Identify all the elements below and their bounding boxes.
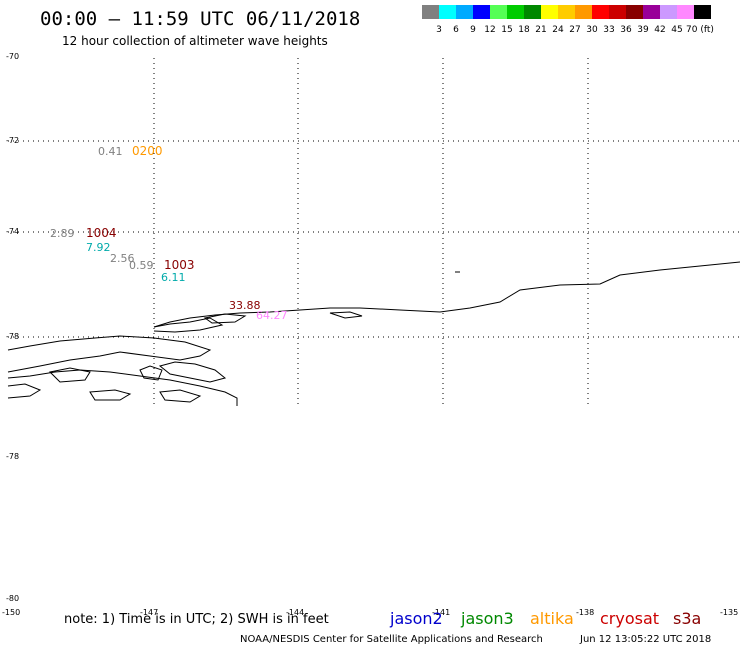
- colorbar-label: 30: [586, 25, 598, 35]
- graticule: [8, 58, 740, 406]
- colorbar-cell: [609, 5, 626, 19]
- legend-jason2: jason2: [390, 609, 443, 628]
- coast-segment: [153, 317, 224, 333]
- coast-segment: [48, 367, 91, 383]
- colorbar-cell: [558, 5, 575, 19]
- lat-label: -80: [6, 594, 20, 603]
- lat-label: -78: [6, 452, 20, 461]
- lat-label: -70: [6, 52, 20, 61]
- swh-value: 6.11: [161, 271, 186, 284]
- obs-time: 0200: [132, 144, 163, 158]
- legend-jason3: jason3: [461, 609, 514, 628]
- lon-label: -135: [720, 608, 739, 617]
- coast-segment: [7, 383, 42, 399]
- colorbar-cell: [575, 5, 592, 19]
- colorbar-label: 21: [535, 25, 547, 35]
- colorbar-label: 39: [637, 25, 649, 35]
- swh-value: 0.41: [98, 145, 123, 158]
- coastline: [7, 261, 740, 406]
- lon-label: -150: [2, 608, 21, 617]
- swh-value: 64.27: [256, 309, 288, 322]
- colorbar-cell: [660, 5, 677, 19]
- colorbar-label: 18: [518, 25, 530, 35]
- obs-time: 1003: [164, 258, 195, 272]
- colorbar-label: 70 (ft): [686, 25, 714, 35]
- ice-shelf-edge: [153, 261, 740, 328]
- colorbar-cell: [626, 5, 643, 19]
- colorbar-cell: [694, 5, 711, 19]
- colorbar-cell: [473, 5, 490, 19]
- coast-segment: [329, 311, 363, 319]
- colorbar-label: 9: [470, 25, 476, 35]
- colorbar-cell: [439, 5, 456, 19]
- legend-s3a: s3a: [673, 609, 702, 628]
- colorbar-cell: [507, 5, 524, 19]
- swh-value: 2.89: [50, 227, 75, 240]
- lat-label: -74: [6, 227, 20, 236]
- colorbar-label: 15: [501, 25, 513, 35]
- map-subtitle: 12 hour collection of altimeter wave hei…: [62, 34, 328, 48]
- lat-label: -78: [6, 332, 20, 341]
- colorbar-cell: [456, 5, 473, 19]
- coast-segment: [203, 313, 247, 324]
- units-note: note: 1) Time is in UTC; 2) SWH is in fe…: [64, 612, 329, 627]
- colorbar-cell: [677, 5, 694, 19]
- colorbar-label: 45: [671, 25, 683, 35]
- coast-segment: [159, 389, 202, 403]
- colorbar-label: 42: [654, 25, 666, 35]
- swh-value: 33.88: [229, 299, 261, 312]
- coast-segment: [158, 361, 227, 383]
- colorbar-label: 24: [552, 25, 564, 35]
- colorbar-label: 36: [620, 25, 632, 35]
- coast-segment: [139, 365, 163, 381]
- colorbar-label: 3: [436, 25, 442, 35]
- colorbar-label: 33: [603, 25, 615, 35]
- colorbar-label: 12: [484, 25, 496, 35]
- colorbar-cell: [541, 5, 558, 19]
- colorbar-cell: [524, 5, 541, 19]
- colorbar-label: 27: [569, 25, 581, 35]
- map-title: 00:00 – 11:59 UTC 06/11/2018: [40, 8, 361, 30]
- colorbar-cell: [490, 5, 507, 19]
- colorbar-label: 6: [453, 25, 459, 35]
- lon-label: -138: [576, 608, 595, 617]
- lon-label: -144: [286, 608, 305, 617]
- lon-label: -147: [140, 608, 159, 617]
- coast-segment: [7, 369, 238, 406]
- lon-label: -141: [432, 608, 451, 617]
- legend-cryosat: cryosat: [600, 609, 660, 628]
- legend-altika: altika: [530, 609, 574, 628]
- swh-value: 0.59: [129, 259, 154, 272]
- generated-timestamp: Jun 12 13:05:22 UTC 2018: [580, 634, 712, 645]
- swh-value: 2.56: [110, 252, 135, 265]
- lat-label: -72: [6, 136, 20, 145]
- credit-line: NOAA/NESDIS Center for Satellite Applica…: [240, 634, 543, 645]
- colorbar-cell: [592, 5, 609, 19]
- obs-time: 1004: [86, 226, 117, 240]
- swh-value: 7.92: [86, 241, 111, 254]
- coast-segment: [7, 335, 212, 373]
- colorbar-cell: [422, 5, 439, 19]
- colorbar-cell: [643, 5, 660, 19]
- coast-segment: [89, 389, 132, 401]
